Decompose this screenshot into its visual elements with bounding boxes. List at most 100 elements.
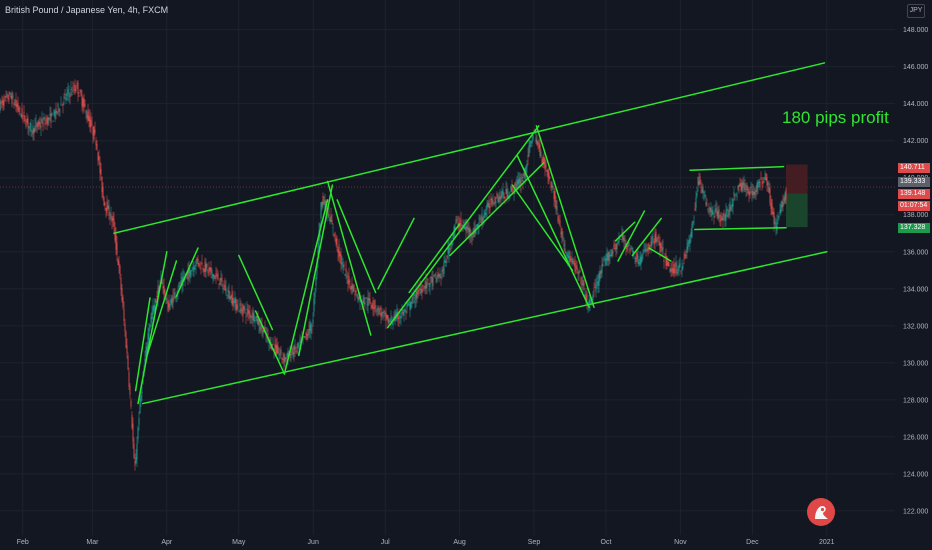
candle-body [208,267,210,270]
trendline[interactable] [146,260,178,355]
trendline[interactable] [142,251,828,405]
trendline[interactable] [631,217,662,257]
trendline[interactable] [535,125,595,309]
trendline[interactable] [648,247,672,262]
trendline[interactable] [175,247,199,297]
candle-body [575,266,577,268]
candle-body [480,221,482,223]
candle-body [784,193,786,204]
candle-body [379,307,381,310]
candle-body [298,344,300,346]
trendline[interactable] [386,125,540,329]
trendline[interactable] [617,210,646,262]
trendline[interactable] [113,62,826,235]
candle-body [297,342,299,348]
trendline[interactable] [689,165,785,172]
trendline[interactable] [238,254,274,331]
candle-body [685,255,687,257]
candle-body [238,311,240,313]
currency-button[interactable]: JPY [907,4,925,18]
y-tick-label: 132.000 [903,323,928,330]
trendline[interactable] [408,223,461,294]
time-axis[interactable]: Feb Mar Apr May Jun Jul Aug Sep Oct Nov Dec 2021 [17,539,835,546]
candle-body [49,113,51,116]
candle-body [12,96,14,98]
candle-body [407,302,409,306]
trendline[interactable] [137,251,168,405]
candle-body [704,194,706,197]
candle-body [84,104,86,107]
trendline[interactable] [298,184,334,357]
candle-body [681,266,683,271]
price-axis[interactable]: 148.000146.000144.000142.000140.000138.0… [903,27,928,515]
candle-body [745,188,747,190]
trendline[interactable] [254,310,286,375]
candle-body [746,184,748,191]
stop-loss-zone[interactable] [786,164,808,194]
candle-body [165,298,167,301]
candle-body [163,285,165,295]
candle-body [51,112,53,116]
candle-body [332,227,334,229]
candle-body [284,356,286,362]
candle-body [20,114,22,117]
candle-body [586,293,588,304]
trendline[interactable] [614,221,636,242]
candle-body [637,255,639,265]
trendline[interactable] [336,199,377,294]
candle-body [772,211,774,214]
candle-body [661,247,663,252]
profit-annotation[interactable]: 180 pips profit [782,108,889,127]
candle-body [475,228,477,234]
candle-body [431,277,433,283]
candle-body [779,209,781,216]
candle-body [63,96,65,99]
candle-body [446,255,448,259]
trendline[interactable] [134,297,151,392]
candle-body [32,125,34,135]
candle-body [725,211,727,221]
candle-body [655,232,657,242]
candle-body [676,268,678,274]
candle-body [290,354,292,359]
candle-body [418,289,420,291]
candle-body [40,125,42,128]
take-profit-zone[interactable] [786,193,808,228]
candle-body [170,298,172,304]
candle-body [374,300,376,309]
trendline[interactable] [511,184,574,272]
candle-body [184,279,186,281]
candle-body [666,256,668,266]
candle-body [10,95,12,99]
candle-body [127,355,129,370]
candle-body [316,263,318,275]
trendline[interactable] [516,154,590,309]
candle-body [744,184,746,191]
trendlines[interactable] [113,62,828,405]
candle-body [438,274,440,277]
candle-body [606,253,608,261]
candle-body [159,281,161,284]
candle-body [292,352,294,357]
candle-body [504,197,506,199]
candle-body [293,346,295,355]
trendline[interactable] [694,226,787,231]
candle-body [731,204,733,207]
candle-body [117,259,119,265]
candle-body [678,265,680,272]
trendline[interactable] [326,180,372,336]
candle-body [411,298,413,304]
candle-body [239,303,241,306]
candle-body [334,232,336,235]
y-tick-label: 144.000 [903,101,928,108]
candle-body [323,201,325,204]
candle-body [100,168,102,176]
candle-body [174,292,176,299]
candle-body [719,220,721,221]
candle-body [262,330,264,335]
candle-body [9,92,11,95]
candle-body [759,181,761,188]
trendline[interactable] [377,217,415,290]
trendline[interactable] [283,199,329,375]
